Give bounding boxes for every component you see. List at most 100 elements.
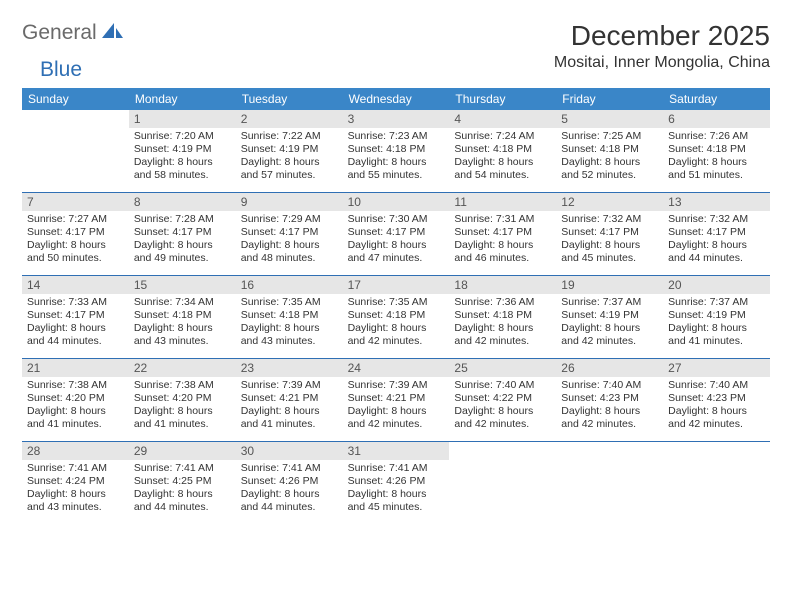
week-row: 7Sunrise: 7:27 AMSunset: 4:17 PMDaylight…	[22, 193, 770, 276]
daylight-line: Daylight: 8 hours and 44 minutes.	[668, 239, 765, 265]
day-number: 4	[449, 110, 556, 128]
sunset-line: Sunset: 4:17 PM	[668, 226, 765, 239]
sunset-line: Sunset: 4:23 PM	[668, 392, 765, 405]
sunrise-line: Sunrise: 7:35 AM	[241, 296, 338, 309]
sunrise-line: Sunrise: 7:26 AM	[668, 130, 765, 143]
daylight-line: Daylight: 8 hours and 44 minutes.	[27, 322, 124, 348]
calendar-cell: 23Sunrise: 7:39 AMSunset: 4:21 PMDayligh…	[236, 359, 343, 441]
calendar-cell: 14 Sunrise: 7:33 AMSunset: 4:17 PMDayligh…	[22, 276, 129, 358]
sunrise-line: Sunrise: 7:20 AM	[134, 130, 231, 143]
sunset-line: Sunset: 4:18 PM	[668, 143, 765, 156]
sunset-line: Sunset: 4:21 PM	[348, 392, 445, 405]
calendar-cell: 28Sunrise: 7:41 AMSunset: 4:24 PMDayligh…	[22, 442, 129, 524]
day-header: Tuesday	[236, 88, 343, 110]
day-number: 9	[236, 193, 343, 211]
sunset-line: Sunset: 4:19 PM	[561, 309, 658, 322]
sunset-line: Sunset: 4:17 PM	[561, 226, 658, 239]
calendar-cell: 21Sunrise: 7:38 AMSunset: 4:20 PMDayligh…	[22, 359, 129, 441]
calendar-cell: 17Sunrise: 7:35 AMSunset: 4:18 PMDayligh…	[343, 276, 450, 358]
daylight-line: Daylight: 8 hours and 55 minutes.	[348, 156, 445, 182]
sunset-line: Sunset: 4:24 PM	[27, 475, 124, 488]
day-number: 19	[556, 276, 663, 294]
sunrise-line: Sunrise: 7:31 AM	[454, 213, 551, 226]
calendar-cell: 7Sunrise: 7:27 AMSunset: 4:17 PMDaylight…	[22, 193, 129, 275]
sunset-line: Sunset: 4:17 PM	[348, 226, 445, 239]
day-number: 13	[663, 193, 770, 211]
daylight-line: Daylight: 8 hours and 51 minutes.	[668, 156, 765, 182]
calendar-cell: 22Sunrise: 7:38 AMSunset: 4:20 PMDayligh…	[129, 359, 236, 441]
calendar-cell: 10Sunrise: 7:30 AMSunset: 4:17 PMDayligh…	[343, 193, 450, 275]
calendar-cell: 12Sunrise: 7:32 AMSunset: 4:17 PMDayligh…	[556, 193, 663, 275]
day-header: Wednesday	[343, 88, 450, 110]
sunset-line: Sunset: 4:19 PM	[668, 309, 765, 322]
day-number: 16	[236, 276, 343, 294]
daylight-line: Daylight: 8 hours and 43 minutes.	[241, 322, 338, 348]
day-number: 30	[236, 442, 343, 460]
day-headers: SundayMondayTuesdayWednesdayThursdayFrid…	[22, 88, 770, 110]
calendar-cell: 8Sunrise: 7:28 AMSunset: 4:17 PMDaylight…	[129, 193, 236, 275]
daylight-line: Daylight: 8 hours and 42 minutes.	[454, 405, 551, 431]
sunset-line: Sunset: 4:18 PM	[241, 309, 338, 322]
calendar-cell: 1Sunrise: 7:20 AMSunset: 4:19 PMDaylight…	[129, 110, 236, 192]
sunrise-line: Sunrise: 7:41 AM	[348, 462, 445, 475]
day-number: 20	[663, 276, 770, 294]
calendar-cell: 25Sunrise: 7:40 AMSunset: 4:22 PMDayligh…	[449, 359, 556, 441]
day-number: 8	[129, 193, 236, 211]
sunset-line: Sunset: 4:18 PM	[454, 309, 551, 322]
daylight-line: Daylight: 8 hours and 48 minutes.	[241, 239, 338, 265]
logo-sail-icon	[102, 22, 124, 45]
day-number: 18	[449, 276, 556, 294]
daylight-line: Daylight: 8 hours and 42 minutes.	[561, 405, 658, 431]
calendar-cell: 27Sunrise: 7:40 AMSunset: 4:23 PMDayligh…	[663, 359, 770, 441]
calendar-cell: .	[22, 110, 129, 192]
sunrise-line: Sunrise: 7:29 AM	[241, 213, 338, 226]
calendar-cell: 11Sunrise: 7:31 AMSunset: 4:17 PMDayligh…	[449, 193, 556, 275]
daylight-line: Daylight: 8 hours and 44 minutes.	[134, 488, 231, 514]
sunset-line: Sunset: 4:26 PM	[348, 475, 445, 488]
daylight-line: Daylight: 8 hours and 43 minutes.	[27, 488, 124, 514]
month-title: December 2025	[554, 20, 770, 52]
sunset-line: Sunset: 4:18 PM	[454, 143, 551, 156]
daylight-line: Daylight: 8 hours and 44 minutes.	[241, 488, 338, 514]
sunrise-line: Sunrise: 7:32 AM	[561, 213, 658, 226]
sunrise-line: Sunrise: 7:41 AM	[27, 462, 124, 475]
calendar-cell: 31Sunrise: 7:41 AMSunset: 4:26 PMDayligh…	[343, 442, 450, 524]
sunrise-line: Sunrise: 7:41 AM	[134, 462, 231, 475]
sunset-line: Sunset: 4:19 PM	[134, 143, 231, 156]
day-number: 10	[343, 193, 450, 211]
sunrise-line: Sunrise: 7:40 AM	[561, 379, 658, 392]
calendar-cell: 4Sunrise: 7:24 AMSunset: 4:18 PMDaylight…	[449, 110, 556, 192]
sunrise-line: Sunrise: 7:40 AM	[454, 379, 551, 392]
sunrise-line: Sunrise: 7:33 AM	[27, 296, 124, 309]
sunset-line: Sunset: 4:26 PM	[241, 475, 338, 488]
sunset-line: Sunset: 4:19 PM	[241, 143, 338, 156]
daylight-line: Daylight: 8 hours and 42 minutes.	[348, 405, 445, 431]
sunrise-line: Sunrise: 7:37 AM	[668, 296, 765, 309]
sunset-line: Sunset: 4:20 PM	[27, 392, 124, 405]
calendar-cell: 18Sunrise: 7:36 AMSunset: 4:18 PMDayligh…	[449, 276, 556, 358]
sunrise-line: Sunrise: 7:36 AM	[454, 296, 551, 309]
day-number: 14	[22, 276, 129, 294]
sunrise-line: Sunrise: 7:38 AM	[27, 379, 124, 392]
daylight-line: Daylight: 8 hours and 42 minutes.	[348, 322, 445, 348]
sunrise-line: Sunrise: 7:28 AM	[134, 213, 231, 226]
calendar-cell: 3Sunrise: 7:23 AMSunset: 4:18 PMDaylight…	[343, 110, 450, 192]
week-row: 21Sunrise: 7:38 AMSunset: 4:20 PMDayligh…	[22, 359, 770, 442]
daylight-line: Daylight: 8 hours and 42 minutes.	[668, 405, 765, 431]
day-number: 15	[129, 276, 236, 294]
day-number: 5	[556, 110, 663, 128]
day-number: 3	[343, 110, 450, 128]
sunset-line: Sunset: 4:18 PM	[348, 143, 445, 156]
day-header: Thursday	[449, 88, 556, 110]
daylight-line: Daylight: 8 hours and 45 minutes.	[348, 488, 445, 514]
sunrise-line: Sunrise: 7:24 AM	[454, 130, 551, 143]
sunrise-line: Sunrise: 7:37 AM	[561, 296, 658, 309]
sunset-line: Sunset: 4:20 PM	[134, 392, 231, 405]
sunrise-line: Sunrise: 7:35 AM	[348, 296, 445, 309]
logo: General	[22, 20, 126, 45]
daylight-line: Daylight: 8 hours and 47 minutes.	[348, 239, 445, 265]
day-header: Sunday	[22, 88, 129, 110]
sunset-line: Sunset: 4:17 PM	[27, 309, 124, 322]
sunset-line: Sunset: 4:17 PM	[134, 226, 231, 239]
day-number: 1	[129, 110, 236, 128]
